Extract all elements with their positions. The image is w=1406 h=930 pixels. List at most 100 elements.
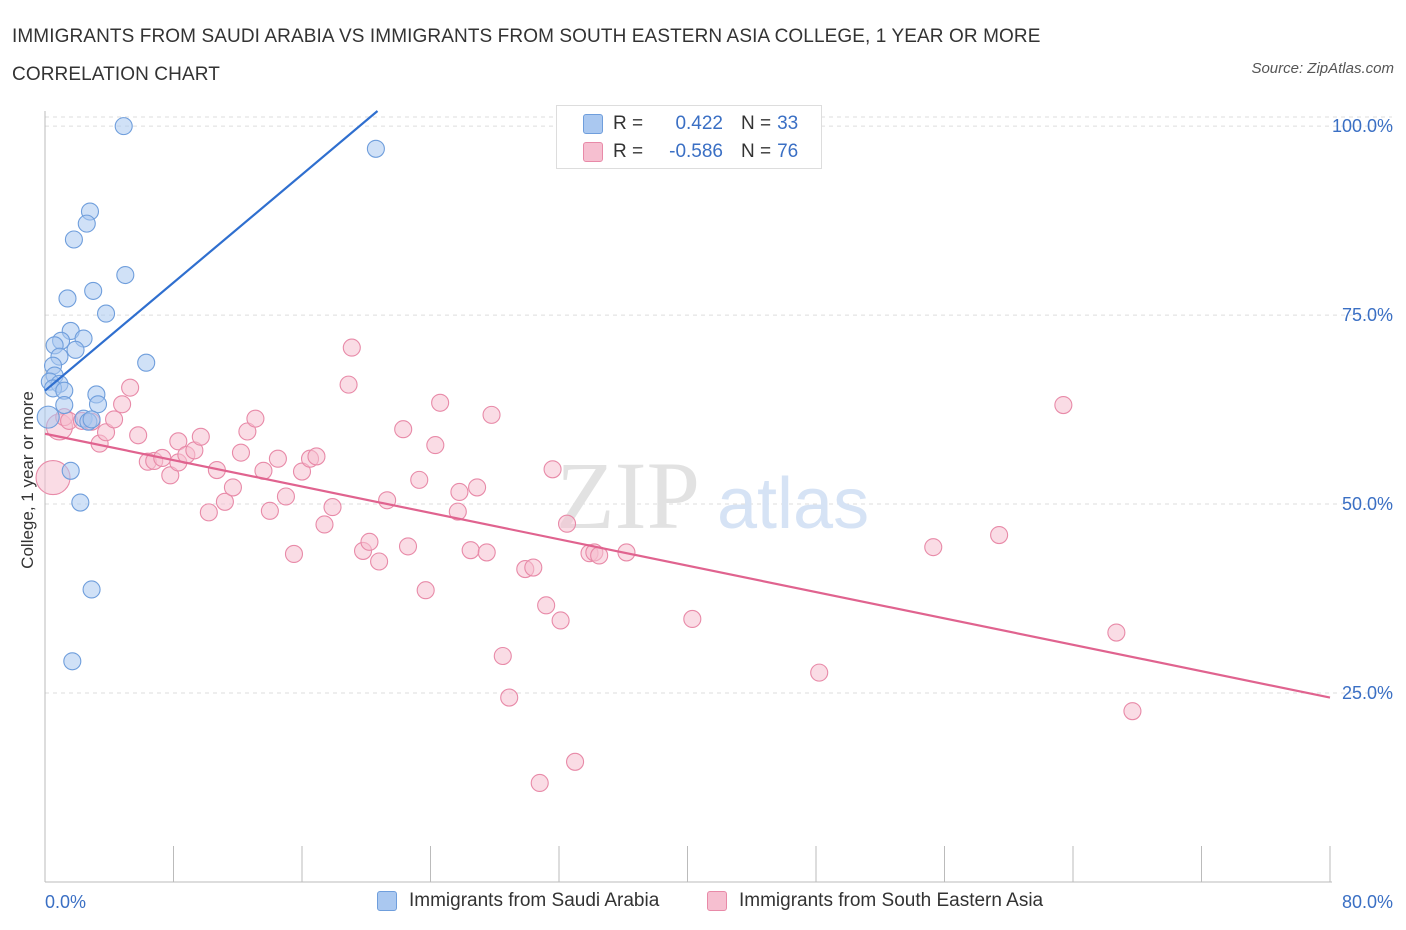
point-south-eastern-asia-32 bbox=[284, 544, 304, 563]
trendlines bbox=[44, 110, 1331, 699]
point-south-eastern-asia-39 bbox=[342, 338, 361, 357]
watermark-atlas: atlas bbox=[717, 464, 869, 544]
point-south-eastern-asia-64 bbox=[557, 514, 577, 533]
chart-title: IMMIGRANTS FROM SAUDI ARABIA VS IMMIGRAN… bbox=[12, 26, 1041, 85]
watermark-zip: ZIP bbox=[556, 442, 700, 549]
point-saudi-arabia-30 bbox=[71, 493, 90, 512]
point-saudi-arabia-29 bbox=[61, 461, 80, 480]
point-south-eastern-asia-62 bbox=[543, 460, 562, 479]
point-south-eastern-asia-24 bbox=[223, 478, 242, 497]
point-south-eastern-asia-61 bbox=[537, 596, 556, 615]
point-south-eastern-asia-63 bbox=[551, 611, 570, 630]
point-south-eastern-asia-47 bbox=[416, 581, 435, 600]
point-saudi-arabia-4 bbox=[64, 230, 83, 249]
trendline-saudi-arabia bbox=[44, 110, 379, 392]
stats-legend: R = 0.422 N = 33 R = -0.586 N = 76 bbox=[556, 105, 822, 169]
y-tick-label-3: 100.0% bbox=[1332, 116, 1393, 136]
point-south-eastern-asia-25 bbox=[231, 443, 251, 462]
point-south-eastern-asia-36 bbox=[315, 515, 334, 534]
y-axis-label: College, 1 year or more bbox=[18, 391, 37, 569]
point-south-eastern-asia-30 bbox=[268, 449, 287, 468]
point-saudi-arabia-1 bbox=[366, 139, 385, 158]
series-south-eastern-asia-points bbox=[35, 338, 1142, 793]
point-south-eastern-asia-17 bbox=[169, 432, 188, 451]
legend-r-value: 0.422 bbox=[675, 113, 723, 134]
source-label: Source: ZipAtlas.com bbox=[1251, 60, 1394, 77]
point-saudi-arabia-32 bbox=[63, 652, 82, 671]
series-saudi-arabia-points bbox=[36, 117, 385, 671]
legend-item-south-eastern-asia: Immigrants from South Eastern Asia bbox=[707, 890, 1043, 912]
legend-n-value: 33 bbox=[777, 113, 799, 134]
point-saudi-arabia-5 bbox=[116, 265, 135, 285]
watermark: ZIP atlas bbox=[556, 442, 869, 549]
point-saudi-arabia-13 bbox=[66, 340, 85, 359]
point-saudi-arabia-24 bbox=[55, 395, 74, 415]
point-south-eastern-asia-57 bbox=[500, 688, 519, 707]
point-saudi-arabia-28 bbox=[36, 405, 60, 429]
point-south-eastern-asia-26 bbox=[238, 422, 257, 441]
point-south-eastern-asia-73 bbox=[990, 525, 1009, 545]
point-south-eastern-asia-54 bbox=[477, 543, 496, 562]
point-south-eastern-asia-45 bbox=[398, 537, 418, 556]
point-south-eastern-asia-60 bbox=[530, 773, 549, 793]
legend-n-label: N = bbox=[741, 141, 772, 162]
point-south-eastern-asia-74 bbox=[1054, 395, 1073, 415]
point-south-eastern-asia-38 bbox=[339, 375, 358, 394]
legend-swatch-blue bbox=[583, 114, 603, 134]
point-saudi-arabia-27 bbox=[82, 410, 101, 429]
legend-swatch-blue bbox=[377, 891, 397, 911]
point-south-eastern-asia-29 bbox=[260, 501, 279, 520]
point-south-eastern-asia-8 bbox=[105, 410, 124, 429]
point-south-eastern-asia-44 bbox=[394, 420, 413, 439]
trendline-south-eastern-asia bbox=[44, 432, 1331, 699]
gridlines bbox=[45, 116, 1392, 694]
point-south-eastern-asia-52 bbox=[461, 541, 480, 560]
legend-swatch-pink bbox=[583, 142, 603, 162]
legend-n-label: N = bbox=[741, 113, 772, 134]
point-south-eastern-asia-27 bbox=[246, 409, 265, 428]
point-south-eastern-asia-10 bbox=[121, 378, 140, 397]
point-saudi-arabia-3 bbox=[77, 214, 96, 233]
point-saudi-arabia-23 bbox=[88, 395, 108, 414]
point-south-eastern-asia-42 bbox=[370, 552, 389, 571]
point-south-eastern-asia-59 bbox=[524, 558, 543, 577]
point-saudi-arabia-8 bbox=[96, 304, 116, 323]
point-south-eastern-asia-37 bbox=[323, 498, 342, 517]
y-axis-label-container: College, 1 year or more bbox=[16, 280, 40, 680]
point-south-eastern-asia-31 bbox=[276, 487, 295, 506]
point-south-eastern-asia-21 bbox=[199, 503, 218, 522]
axes bbox=[44, 111, 1332, 883]
legend-r-value: -0.586 bbox=[669, 141, 723, 162]
point-south-eastern-asia-48 bbox=[426, 436, 445, 455]
point-saudi-arabia-6 bbox=[84, 281, 103, 300]
point-south-eastern-asia-49 bbox=[431, 393, 450, 412]
x-tick-label-min: 0.0% bbox=[45, 892, 86, 912]
legend-row-saudi-arabia: R = 0.422 N = 33 bbox=[583, 112, 798, 136]
point-saudi-arabia-31 bbox=[82, 580, 101, 599]
series-legend: Immigrants from Saudi Arabia Immigrants … bbox=[0, 890, 1406, 916]
point-saudi-arabia-16 bbox=[137, 353, 156, 372]
point-south-eastern-asia-56 bbox=[493, 646, 512, 666]
y-tick-label-0: 25.0% bbox=[1342, 683, 1393, 703]
point-south-eastern-asia-55 bbox=[482, 405, 501, 424]
legend-label-saudi-arabia: Immigrants from Saudi Arabia bbox=[409, 890, 660, 911]
point-south-eastern-asia-11 bbox=[129, 426, 148, 445]
point-south-eastern-asia-72 bbox=[924, 538, 943, 557]
legend-r-label: R = bbox=[613, 113, 644, 134]
point-south-eastern-asia-70 bbox=[683, 609, 702, 629]
point-south-eastern-asia-46 bbox=[410, 470, 429, 489]
point-south-eastern-asia-75 bbox=[1107, 623, 1126, 642]
point-south-eastern-asia-23 bbox=[215, 492, 234, 511]
point-south-eastern-asia-33 bbox=[292, 462, 312, 481]
point-south-eastern-asia-65 bbox=[566, 752, 585, 771]
legend-item-saudi-arabia: Immigrants from Saudi Arabia bbox=[377, 890, 659, 912]
point-south-eastern-asia-9 bbox=[113, 395, 132, 414]
y-tick-label-1: 50.0% bbox=[1342, 494, 1393, 514]
point-south-eastern-asia-41 bbox=[360, 532, 379, 551]
point-south-eastern-asia-71 bbox=[810, 663, 829, 682]
point-south-eastern-asia-50 bbox=[448, 502, 467, 521]
point-south-eastern-asia-76 bbox=[1123, 702, 1142, 721]
point-saudi-arabia-0 bbox=[114, 117, 133, 136]
legend-r-label: R = bbox=[613, 141, 644, 162]
